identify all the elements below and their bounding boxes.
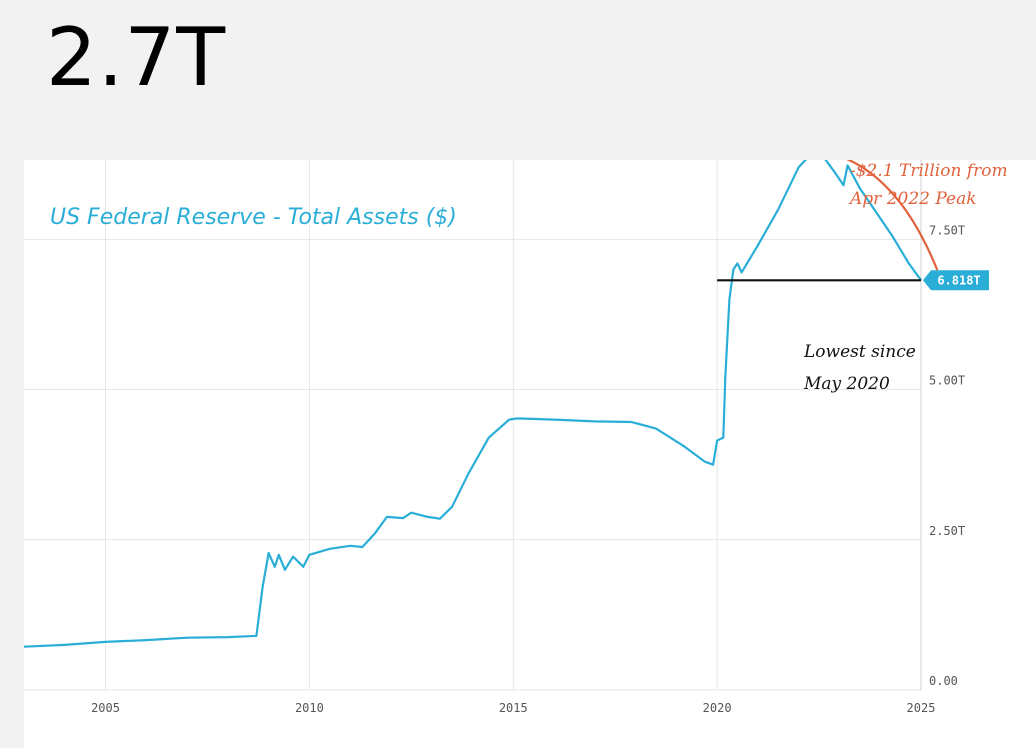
chart-title: US Federal Reserve - Total Assets ($) <box>50 205 457 230</box>
y-tick-label-3: 7.50T <box>929 223 965 237</box>
x-tick-label-4: 2025 <box>907 701 936 715</box>
y-tick-label-2: 5.00T <box>929 374 965 388</box>
y-axis: 0.00 2.50T 5.00T 7.50T <box>929 223 965 688</box>
x-tick-label-0: 2005 <box>91 701 120 715</box>
y-tick-label-0: 0.00 <box>929 674 958 688</box>
y-tick-label-1: 2.50T <box>929 524 965 538</box>
assets-line-chart: US Federal Reserve - Total Assets ($) 20… <box>24 160 1008 715</box>
annotation-decline-line-2: Apr 2022 Peak <box>848 189 977 209</box>
series-line-total-assets <box>24 160 922 648</box>
x-tick-label-3: 2020 <box>703 701 732 715</box>
annotation-lowest-line-1: Lowest since <box>803 342 916 362</box>
chart-grid <box>24 160 922 691</box>
x-tick-label-1: 2010 <box>295 701 324 715</box>
decline-arrow-curve <box>846 160 939 271</box>
last-value-label: 6.818T <box>937 273 980 287</box>
x-tick-label-2: 2015 <box>499 701 528 715</box>
headline-value: 2.7T <box>46 11 227 104</box>
last-value-badge <box>923 270 989 291</box>
annotation-decline-line-1: -$2.1 Trillion from <box>850 161 1008 181</box>
annotations: 6.818T -$2.1 Trillion from Apr 2022 Peak Lo… <box>717 160 1008 394</box>
x-axis: 2005 2010 2015 2020 2025 <box>91 701 935 715</box>
chart-card: US Federal Reserve - Total Assets ($) 20… <box>24 160 1036 748</box>
annotation-lowest-line-2: May 2020 <box>803 374 890 394</box>
